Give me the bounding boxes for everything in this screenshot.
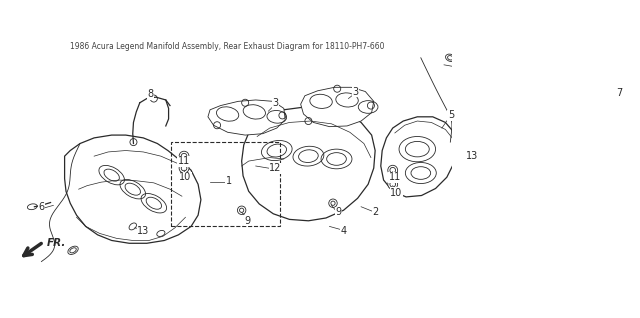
Ellipse shape [237,206,246,214]
Text: 3: 3 [273,98,278,108]
Text: FR.: FR. [46,238,66,248]
Text: 5: 5 [448,110,454,121]
Text: 3: 3 [353,86,358,97]
Polygon shape [242,107,375,221]
Ellipse shape [388,165,397,175]
Polygon shape [301,87,374,127]
Bar [172,142,280,226]
Title: 1986 Acura Legend Manifold Assembly, Rear Exhaust Diagram for 18110-PH7-660: 1986 Acura Legend Manifold Assembly, Rea… [70,42,385,52]
Text: 13: 13 [466,151,478,161]
Text: 11: 11 [178,156,190,166]
Polygon shape [208,100,285,135]
Text: 4: 4 [340,226,347,236]
Ellipse shape [179,163,189,173]
Text: 8: 8 [147,89,154,99]
Ellipse shape [388,179,397,189]
Text: 2: 2 [372,207,378,218]
Polygon shape [381,117,456,197]
Text: 9: 9 [244,216,250,226]
Text: 9: 9 [335,207,342,218]
Text: 7: 7 [616,88,623,98]
Ellipse shape [179,151,189,161]
Text: 10: 10 [390,188,403,198]
Ellipse shape [329,199,337,207]
Text: 1: 1 [226,176,232,186]
Text: 10: 10 [179,172,191,182]
Text: 11: 11 [388,172,401,182]
Polygon shape [65,135,201,243]
Text: 12: 12 [269,163,282,173]
Text: 13: 13 [137,226,149,236]
Text: 6: 6 [38,202,45,212]
